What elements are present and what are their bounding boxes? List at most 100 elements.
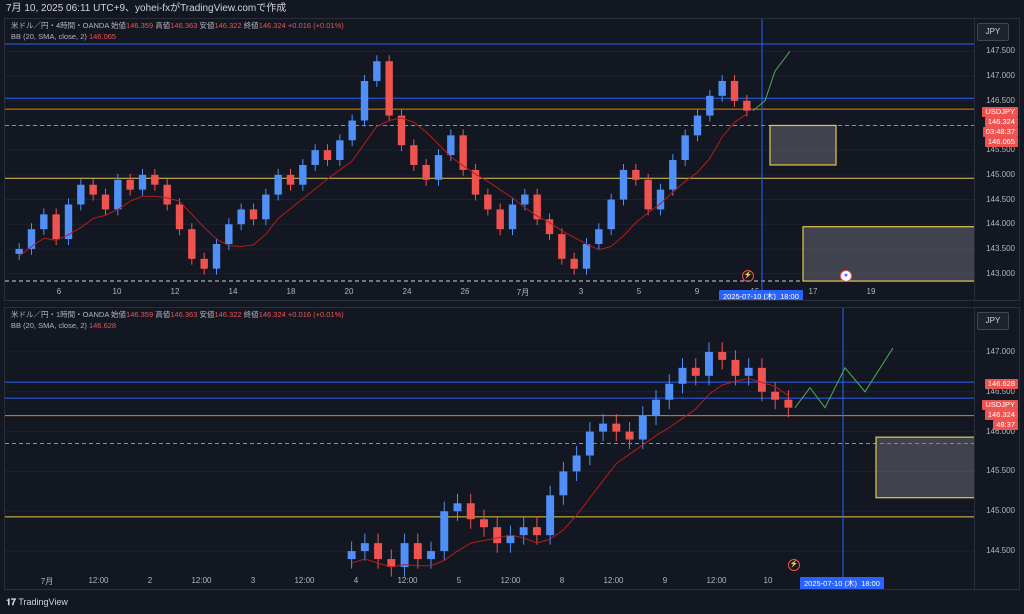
crosshair-date-tag: 2025-07-10 (木) 18:00 xyxy=(719,290,803,300)
candle xyxy=(493,527,502,544)
time-tick: 7月 xyxy=(40,577,54,586)
price-tick: 147.500 xyxy=(986,46,1015,56)
candle xyxy=(559,471,568,496)
lightning-event-icon[interactable]: ⚡ xyxy=(788,559,800,571)
candle xyxy=(188,229,196,259)
candle xyxy=(632,169,640,180)
candle xyxy=(440,511,449,552)
price-tick: 145.500 xyxy=(986,145,1015,155)
price-axis[interactable]: 147.500147.000146.500146.000145.500145.0… xyxy=(974,19,1019,300)
candle xyxy=(413,543,422,560)
candle xyxy=(532,527,541,536)
candle xyxy=(718,351,727,360)
candle xyxy=(311,150,319,165)
candle xyxy=(730,80,739,101)
chart-pane-1h[interactable]: 米ドル／円・1時間・OANDA 始値146.359 高値146.363 安値14… xyxy=(4,307,1020,590)
price-tick: 145.000 xyxy=(986,506,1015,516)
candle xyxy=(484,194,492,210)
last-price-tag: 146.324 xyxy=(984,117,1018,127)
price-tick: 147.000 xyxy=(986,71,1015,81)
candle xyxy=(691,367,700,376)
candle xyxy=(360,543,369,552)
lightning-event-icon[interactable]: ⚡ xyxy=(742,270,754,282)
candle xyxy=(585,431,594,456)
candle xyxy=(27,229,36,249)
candle xyxy=(718,80,726,96)
price-tick: 146.500 xyxy=(986,95,1015,105)
candle xyxy=(286,174,295,185)
candle xyxy=(706,95,714,116)
candle xyxy=(638,415,647,440)
candle xyxy=(385,61,393,116)
candle xyxy=(546,495,555,536)
time-axis[interactable]: 6101214182024267月359151719 xyxy=(5,286,977,300)
price-tick: 145.000 xyxy=(986,169,1015,179)
candle xyxy=(453,503,462,512)
time-tick: 5 xyxy=(456,576,462,585)
candle xyxy=(619,169,628,200)
bb-legend[interactable]: BB (20, SMA, close, 2) 146.065 xyxy=(11,32,117,41)
time-tick: 2 xyxy=(147,576,153,585)
candle xyxy=(212,244,221,269)
bollinger-middle-line xyxy=(351,377,789,568)
forecast-line xyxy=(794,347,894,409)
candle xyxy=(521,194,529,205)
candle xyxy=(506,535,515,544)
tradingview-logo[interactable]: 𝟏𝟕 TradingView xyxy=(6,597,68,607)
candle xyxy=(784,399,793,408)
symbol-tag: USDJPY xyxy=(982,400,1018,410)
time-tick: 8 xyxy=(559,576,565,585)
bb-tag: 146.065 xyxy=(984,137,1018,147)
candle xyxy=(374,543,383,560)
time-tick: 12:00 xyxy=(191,576,212,585)
candle xyxy=(410,145,418,165)
time-tick: 10 xyxy=(112,287,122,296)
us-flag-event-icon[interactable]: ★ xyxy=(840,270,852,282)
candle xyxy=(397,115,406,146)
candle xyxy=(299,164,307,185)
time-tick: 3 xyxy=(578,287,584,296)
currency-button[interactable]: JPY xyxy=(977,312,1009,330)
candle xyxy=(138,174,147,190)
candle xyxy=(163,184,171,205)
candle xyxy=(652,399,660,416)
candle xyxy=(545,219,554,235)
candle xyxy=(225,224,233,245)
candle xyxy=(336,140,344,161)
candle xyxy=(422,164,430,180)
candle xyxy=(595,229,603,245)
candle xyxy=(40,214,48,230)
crosshair-date-tag: 2025-07-10 (木) 18:00 xyxy=(800,577,884,589)
candle xyxy=(570,258,578,269)
time-tick: 7月 xyxy=(516,288,530,297)
candle xyxy=(323,150,332,161)
candle xyxy=(175,204,184,230)
time-tick: 12:00 xyxy=(88,576,109,585)
candle xyxy=(665,383,674,400)
bb-legend[interactable]: BB (20, SMA, close, 2) 146.628 xyxy=(11,321,117,330)
time-tick: 4 xyxy=(353,576,359,585)
candle xyxy=(678,367,687,384)
candle xyxy=(599,423,608,432)
candle xyxy=(496,209,504,230)
price-chart-4h[interactable] xyxy=(5,19,1020,301)
price-chart-1h[interactable] xyxy=(5,308,1020,590)
price-axis[interactable]: 147.000 146.500 146.000 145.500 145.000 144.5… xyxy=(974,308,1019,589)
candle xyxy=(434,155,443,180)
time-tick: 12:00 xyxy=(397,576,418,585)
candle xyxy=(447,135,455,156)
price-tick: 144.500 xyxy=(986,194,1015,204)
candle xyxy=(360,80,369,121)
candle xyxy=(625,431,634,440)
time-tick: 20 xyxy=(344,287,354,296)
candle xyxy=(427,551,435,560)
candle xyxy=(743,100,751,111)
countdown-tag: 03:48:37 xyxy=(982,127,1018,137)
candle xyxy=(249,209,258,220)
chart-pane-4h[interactable]: 米ドル／円・4時間・OANDA 始値146.359 高値146.363 安値14… xyxy=(4,18,1020,301)
chart-caption: 7月 10, 2025 06:11 UTC+9、yohei-fxがTrading… xyxy=(6,3,287,14)
time-tick: 3 xyxy=(250,576,256,585)
candle xyxy=(114,179,122,210)
currency-button[interactable]: JPY xyxy=(977,23,1009,41)
time-tick: 9 xyxy=(694,287,700,296)
